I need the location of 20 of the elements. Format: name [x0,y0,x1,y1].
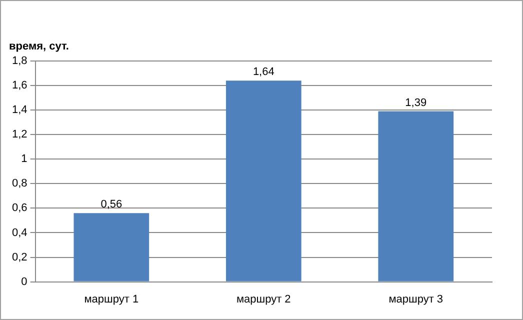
data-label: 0,56 [100,198,122,211]
data-label: 1,64 [252,66,274,78]
y-tick-label: 0,2 [12,251,28,264]
y-tick-label: 1,4 [12,104,28,116]
y-tick-label: 0 [21,276,28,288]
bar [226,80,302,282]
data-label: 1,39 [405,96,427,109]
x-tick-label: маршрут 3 [388,293,444,306]
y-tick-label: 1,8 [12,55,28,68]
y-tick-label: 1,6 [12,80,28,92]
y-tick-label: 1 [21,153,28,166]
x-tick-label: маршрут 2 [236,293,291,306]
y-tick-label: 0,6 [12,202,28,214]
bar [74,213,150,282]
y-tick-label: 0,8 [12,178,28,190]
y-tick-label: 0,4 [12,226,28,239]
y-axis-title: время, сут. [9,40,69,53]
bar [378,111,454,282]
y-tick-label: 1,2 [12,128,28,141]
x-tick-label: маршрут 1 [84,293,139,306]
